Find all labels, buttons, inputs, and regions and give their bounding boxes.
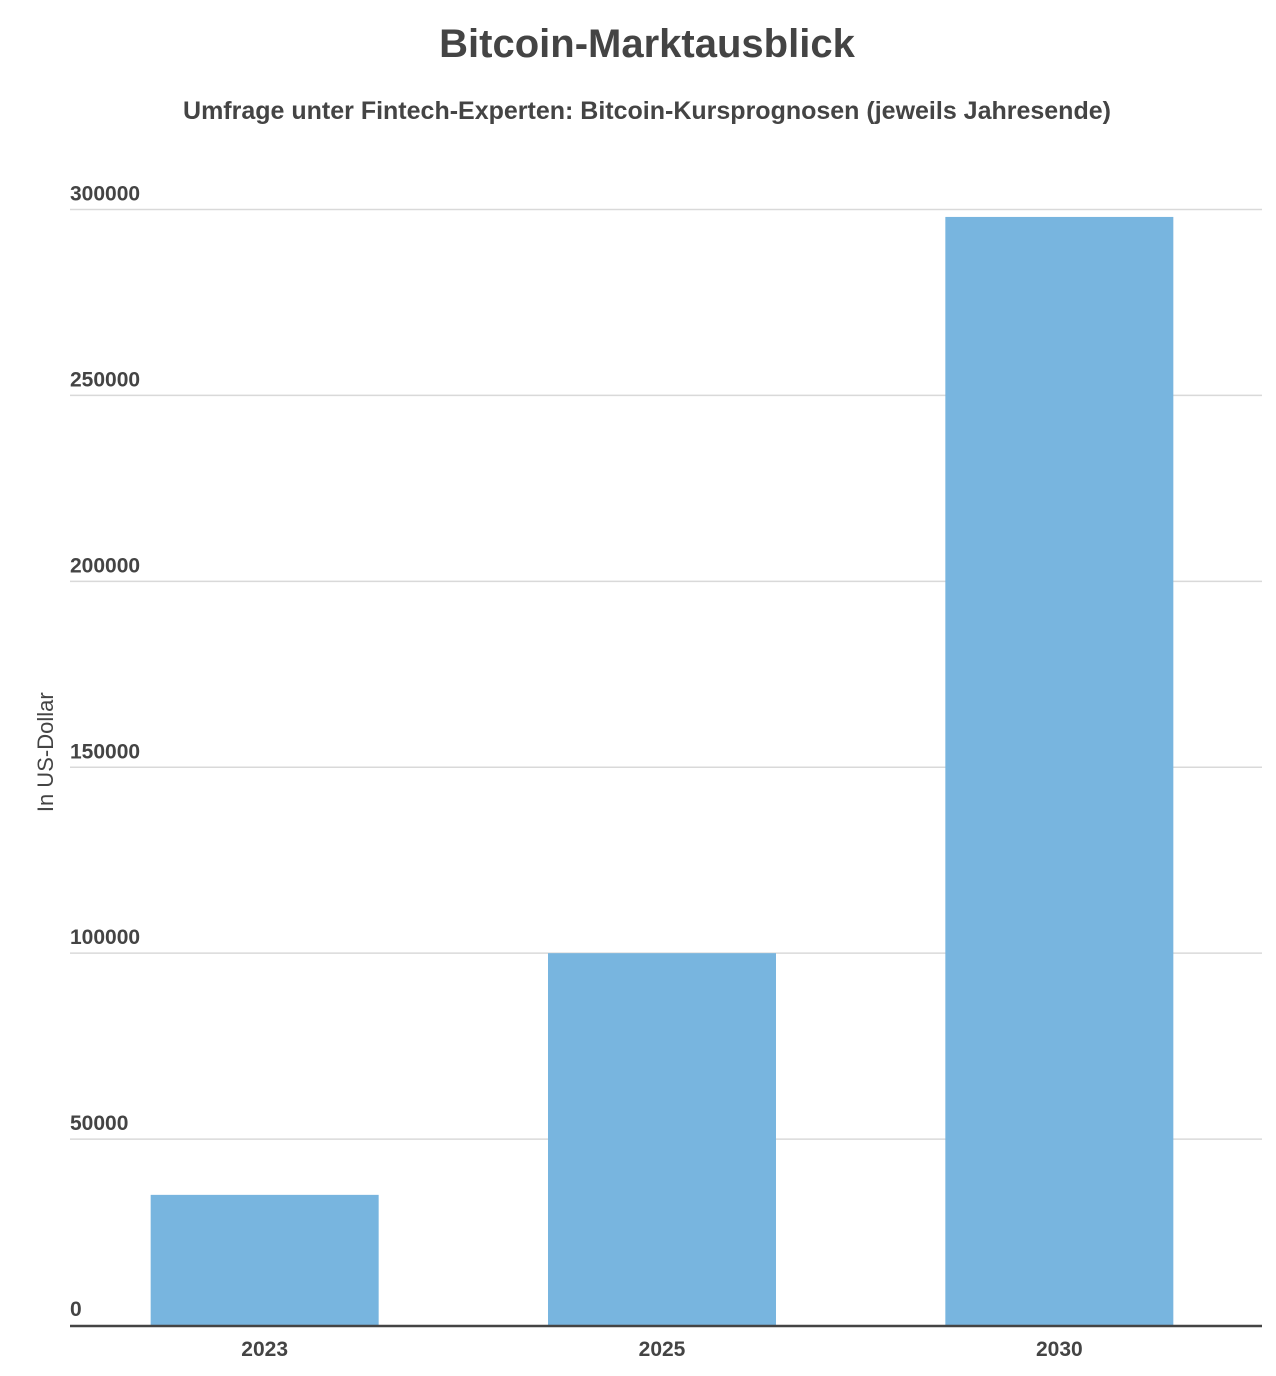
x-axis-ticks: 2023 2025 2030: [241, 1338, 1082, 1361]
y-tick-label: 200000: [70, 554, 140, 577]
x-tick-label: 2030: [1036, 1338, 1083, 1361]
y-axis-label: In US-Dollar: [33, 692, 58, 812]
y-tick-label: 150000: [70, 740, 140, 763]
chart-subtitle: Umfrage unter Fintech-Experten: Bitcoin-…: [183, 97, 1111, 125]
bar-2023: [150, 1194, 379, 1325]
chart-title: Bitcoin-Marktausblick: [439, 22, 855, 66]
x-tick-label: 2023: [241, 1338, 288, 1361]
bar-2025: [548, 953, 776, 1325]
bars: [150, 216, 1174, 1326]
y-tick-label: 50000: [70, 1112, 128, 1135]
y-tick-label: 300000: [70, 183, 140, 206]
x-tick-label: 2025: [639, 1338, 686, 1361]
bar-2030: [945, 216, 1174, 1326]
y-tick-label: 0: [70, 1298, 82, 1321]
y-axis-ticks: 0 50000 100000 150000 200000 250000 300000: [70, 183, 140, 1322]
y-tick-label: 100000: [70, 926, 140, 949]
y-tick-label: 250000: [70, 368, 140, 391]
